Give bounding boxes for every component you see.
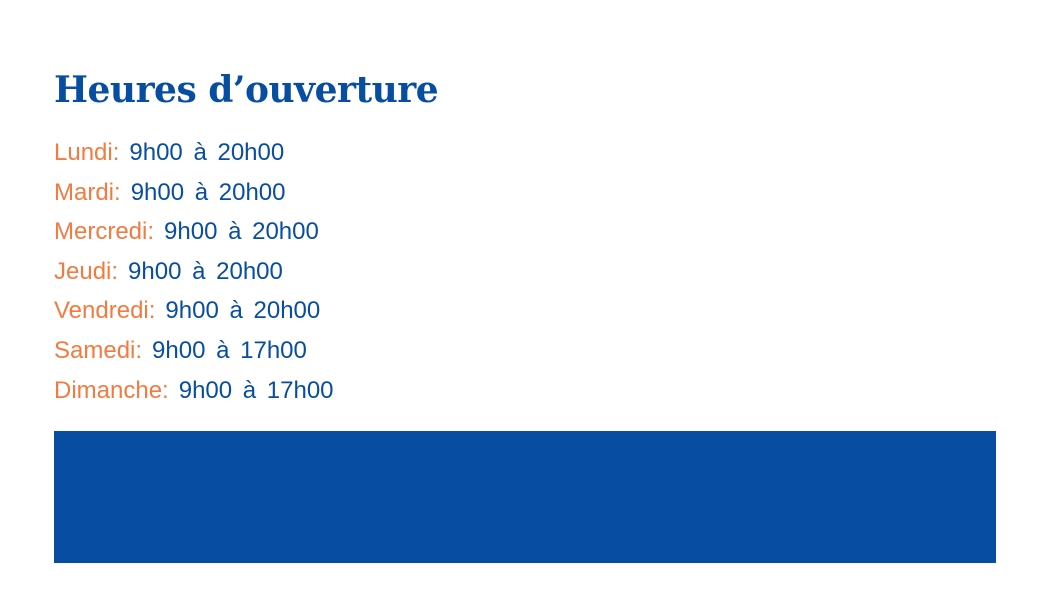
hours-value: 9h00 à 20h00 xyxy=(165,297,321,325)
hours-row-jeudi: Jeudi: 9h00 à 20h00 xyxy=(54,252,334,292)
blue-banner xyxy=(54,431,996,563)
hours-value: 9h00 à 20h00 xyxy=(128,257,283,285)
day-label: Dimanche: xyxy=(54,376,169,404)
day-label: Lundi: xyxy=(54,139,120,166)
day-label: Mercredi: xyxy=(54,218,155,246)
hours-row-mardi: Mardi: 9h00 à 20h00 xyxy=(54,173,334,213)
hours-row-lundi: Lundi: 9h00 à 20h00 xyxy=(54,133,334,173)
hours-row-vendredi: Vendredi: 9h00 à 20h00 xyxy=(54,291,334,331)
day-label: Samedi: xyxy=(54,336,143,364)
hours-value: 9h00 à 17h00 xyxy=(152,336,307,364)
hours-row-mercredi: Mercredi: 9h00 à 20h00 xyxy=(54,212,334,252)
hours-value: 9h00 à 20h00 xyxy=(130,178,286,206)
day-label: Mardi: xyxy=(54,178,121,206)
opening-hours-list: Lundi: 9h00 à 20h00 Mardi: 9h00 à 20h00 Me… xyxy=(54,133,334,410)
day-label: Vendredi: xyxy=(54,297,156,325)
hours-value: 9h00 à 20h00 xyxy=(129,139,285,166)
hours-row-samedi: Samedi: 9h00 à 17h00 xyxy=(54,331,334,371)
hours-row-dimanche: Dimanche: 9h00 à 17h00 xyxy=(54,371,334,411)
day-label: Jeudi: xyxy=(54,257,119,285)
page-title: Heures d’ouverture xyxy=(54,69,439,111)
hours-value: 9h00 à 17h00 xyxy=(178,376,334,404)
hours-value: 9h00 à 20h00 xyxy=(164,218,319,246)
